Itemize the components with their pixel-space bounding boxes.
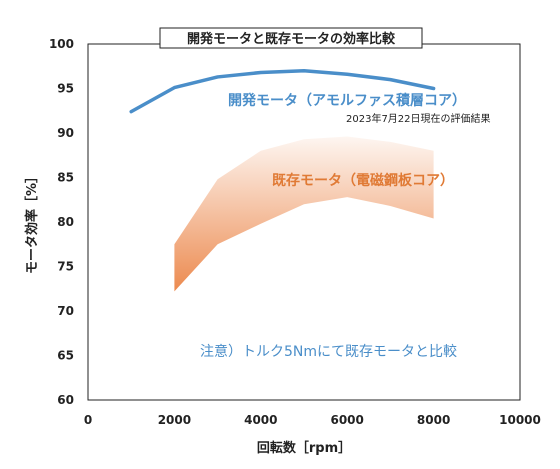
chart-title-box xyxy=(159,27,423,49)
y-tick-label: 70 xyxy=(57,304,74,318)
x-tick-label: 8000 xyxy=(417,413,450,427)
x-tick-label: 4000 xyxy=(244,413,277,427)
developed-motor-line xyxy=(129,68,436,114)
y-tick-label: 90 xyxy=(57,126,74,140)
existing-motor-band-layer xyxy=(174,136,434,292)
y-tick-label: 65 xyxy=(57,349,74,363)
existing-motor-label: 既存モータ（電磁鋼板コア） xyxy=(272,172,454,189)
y-tick-label: 80 xyxy=(57,215,74,229)
date-note: 2023年7月22日現在の評価結果 xyxy=(346,112,491,125)
y-axis-ticks: 60 65 70 75 80 85 90 95 100 xyxy=(49,37,74,407)
x-tick-label: 0 xyxy=(84,413,92,427)
existing-motor-band xyxy=(174,136,434,292)
torque-note: 注意）トルク5Nmにて既存モータと比較 xyxy=(200,343,457,360)
y-axis-title: モータ効率［%］ xyxy=(24,170,40,274)
x-tick-label: 6000 xyxy=(330,413,363,427)
developed-motor-line-layer xyxy=(129,68,436,114)
x-axis-title: 回転数［rpm］ xyxy=(257,440,351,456)
x-axis-ticks: 0 2000 4000 6000 8000 10000 xyxy=(84,413,541,427)
y-tick-label: 60 xyxy=(57,393,74,407)
y-tick-label: 85 xyxy=(57,171,74,185)
y-tick-label: 100 xyxy=(49,37,74,51)
y-tick-label: 75 xyxy=(57,260,74,274)
chart-title: 開発モータと既存モータの効率比較 xyxy=(187,31,396,47)
x-tick-label: 10000 xyxy=(499,413,541,427)
developed-motor-label: 開発モータ（アモルファス積層コア） xyxy=(228,92,466,109)
x-tick-label: 2000 xyxy=(158,413,191,427)
y-tick-label: 95 xyxy=(57,82,74,96)
